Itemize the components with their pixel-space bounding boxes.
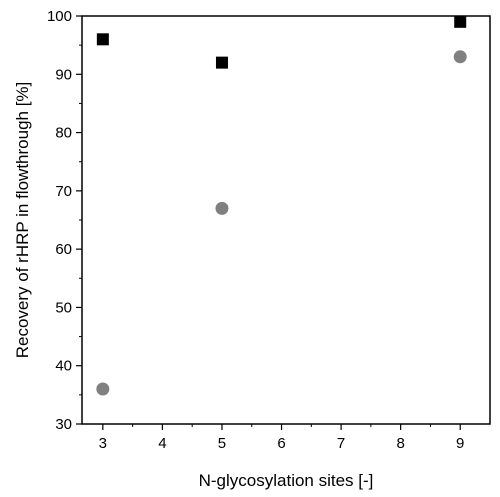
- data-point-circle: [215, 201, 229, 215]
- y-tick-label: 90: [55, 66, 72, 83]
- data-point-circle: [96, 382, 110, 396]
- y-tick-label: 70: [55, 183, 72, 200]
- x-tick-label: 4: [158, 435, 166, 452]
- data-marks: [96, 15, 467, 396]
- data-point-square: [215, 56, 228, 69]
- y-tick-label: 60: [55, 241, 72, 258]
- y-tick-label: 80: [55, 125, 72, 142]
- data-point-circle: [453, 50, 467, 64]
- x-tick-label: 6: [277, 435, 285, 452]
- plot-frame: [81, 15, 491, 425]
- y-tick-label: 50: [55, 299, 72, 316]
- x-tick-label: 3: [99, 435, 107, 452]
- y-tick-label: 30: [55, 416, 72, 433]
- data-point-square: [96, 33, 109, 46]
- x-tick-label: 9: [456, 435, 464, 452]
- tick-labels: 3 4 5 6 7 8 9 30 40 50 60 70 80 90 100: [47, 8, 464, 452]
- x-axis-title: N-glycosylation sites [-]: [199, 471, 374, 490]
- axes-ticks: [76, 15, 461, 430]
- x-tick-label: 8: [396, 435, 404, 452]
- x-tick-label: 5: [218, 435, 226, 452]
- y-axis-title: Recovery of rHRP in flowthrough [%]: [13, 82, 32, 359]
- y-tick-label: 40: [55, 358, 72, 375]
- x-tick-label: 7: [337, 435, 345, 452]
- y-tick-label: 100: [47, 8, 72, 25]
- data-point-square: [454, 15, 467, 28]
